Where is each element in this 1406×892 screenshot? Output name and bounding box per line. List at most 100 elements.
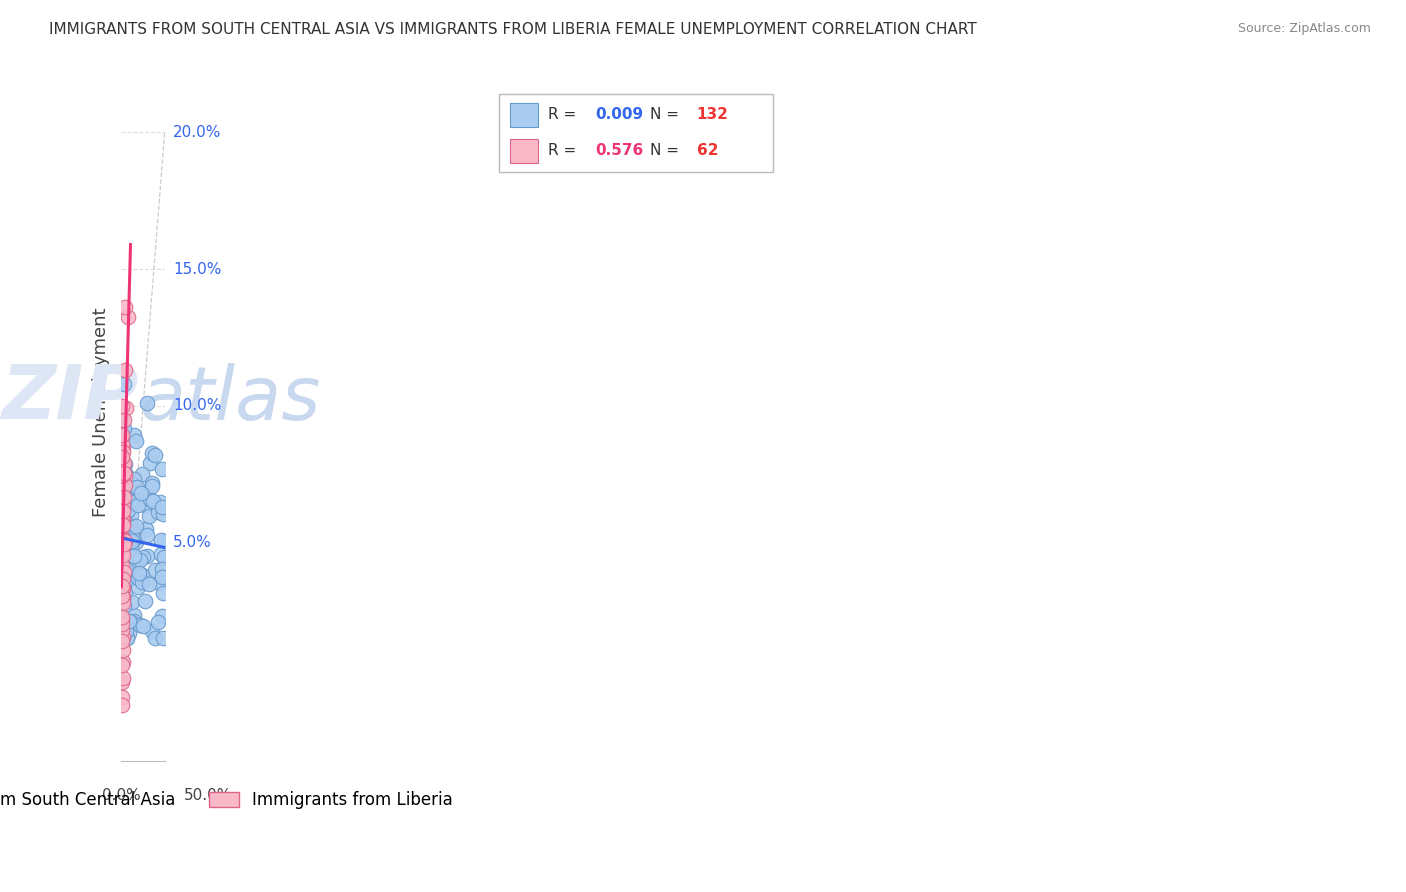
Point (111, 617, 134, 632)
Point (112, 565, 135, 579)
Point (125, 519, 148, 533)
Point (121, 525, 143, 540)
Point (111, 575, 134, 590)
Point (124, 496, 146, 510)
Point (111, 458, 134, 472)
Point (115, 469, 138, 483)
Point (111, 630, 134, 644)
Point (114, 524, 136, 538)
Point (134, 498, 156, 512)
Point (117, 490, 139, 504)
Text: ZIP: ZIP (3, 362, 139, 435)
Point (114, 624, 136, 639)
Point (111, 690, 134, 704)
Point (127, 581, 149, 595)
Point (112, 445, 135, 459)
Point (153, 569, 176, 583)
Point (124, 557, 146, 571)
Text: Source: ZipAtlas.com: Source: ZipAtlas.com (1237, 22, 1371, 36)
Point (112, 490, 135, 504)
Point (111, 519, 134, 533)
Point (152, 551, 174, 566)
Point (112, 596, 135, 610)
Point (114, 533, 136, 548)
Point (115, 535, 138, 549)
Point (152, 508, 174, 522)
Point (111, 642, 134, 657)
Point (115, 561, 138, 575)
Point (111, 671, 134, 685)
Point (112, 466, 135, 480)
Point (111, 505, 134, 519)
Point (122, 473, 145, 487)
Point (111, 516, 134, 530)
Point (150, 500, 173, 514)
Point (135, 527, 157, 541)
Point (153, 533, 176, 548)
Point (111, 532, 134, 546)
FancyBboxPatch shape (510, 103, 537, 127)
Point (149, 494, 172, 508)
Point (111, 558, 134, 572)
Point (111, 530, 134, 544)
Point (131, 619, 153, 633)
Point (125, 480, 148, 494)
Point (131, 467, 153, 482)
FancyBboxPatch shape (499, 94, 773, 172)
Point (112, 536, 135, 550)
Point (114, 480, 136, 494)
Point (121, 595, 143, 609)
Point (143, 631, 166, 645)
Point (128, 567, 150, 582)
Point (114, 469, 136, 483)
Point (141, 475, 163, 490)
Text: 0.0%: 0.0% (103, 788, 141, 803)
Point (112, 492, 135, 507)
Text: 5.0%: 5.0% (173, 535, 212, 549)
Point (114, 584, 136, 599)
Point (114, 504, 136, 518)
Text: atlas: atlas (141, 363, 322, 434)
Point (111, 499, 134, 513)
Point (131, 575, 153, 590)
Point (112, 582, 135, 596)
Text: N =: N = (650, 144, 679, 159)
Point (114, 546, 136, 560)
Point (111, 467, 134, 481)
Point (111, 518, 134, 533)
Point (114, 362, 136, 376)
Point (111, 420, 134, 434)
Point (127, 499, 149, 513)
Point (111, 623, 134, 637)
Point (117, 503, 139, 517)
Point (136, 549, 159, 563)
Point (114, 624, 136, 638)
Point (146, 505, 169, 519)
Point (125, 530, 148, 544)
Point (114, 458, 136, 472)
Point (153, 549, 176, 564)
Point (111, 613, 134, 627)
Point (111, 437, 134, 451)
Point (115, 545, 138, 559)
Point (128, 618, 150, 632)
Point (112, 631, 135, 645)
Point (118, 523, 141, 537)
Point (125, 434, 148, 449)
Point (138, 508, 160, 523)
Point (125, 535, 148, 549)
Text: 0.009: 0.009 (595, 107, 643, 122)
Point (141, 446, 163, 460)
Point (111, 595, 134, 609)
Point (115, 401, 138, 415)
Point (146, 615, 169, 629)
Point (148, 576, 170, 591)
Point (111, 581, 134, 595)
Text: R =: R = (548, 144, 576, 159)
Text: 10.0%: 10.0% (173, 398, 221, 413)
Point (152, 585, 174, 599)
Point (135, 522, 157, 536)
Point (112, 631, 135, 645)
Point (112, 591, 135, 606)
Point (114, 300, 136, 314)
